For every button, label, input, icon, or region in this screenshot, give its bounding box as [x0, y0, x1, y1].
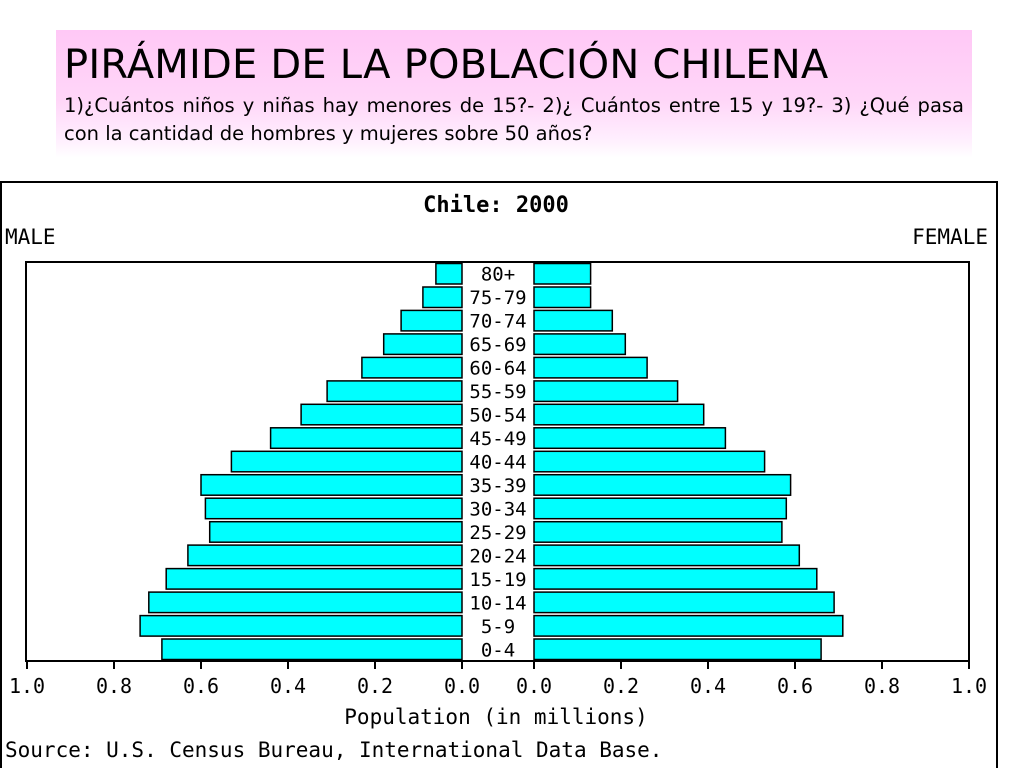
slide-title: PIRÁMIDE DE LA POBLACIÓN CHILENA [64, 42, 829, 88]
female-label: FEMALE [912, 225, 988, 249]
bar-male-10-14 [148, 591, 463, 614]
age-label-25-29: 25-29 [469, 522, 526, 544]
population-pyramid-chart: Chile: 2000 MALE FEMALE 80+75-7970-7465-… [5, 193, 988, 762]
bar-male-80+ [435, 262, 463, 285]
bar-male-5-9 [139, 614, 463, 637]
bar-female-40-44 [533, 450, 766, 473]
bar-female-10-14 [533, 591, 835, 614]
bar-female-15-19 [533, 567, 818, 590]
tick-label-right-0.0: 0.0 [516, 674, 552, 698]
age-label-70-74: 70-74 [469, 311, 526, 333]
tick-label-left-0.2: 0.2 [357, 674, 393, 698]
x-axis-label: Population (in millions) [344, 705, 647, 729]
bar-female-30-34 [533, 497, 788, 520]
bar-female-80+ [533, 262, 592, 285]
age-label-60-64: 60-64 [469, 358, 526, 380]
bar-female-50-54 [533, 403, 705, 426]
slide-questions: 1)¿Cuántos niños y niñas hay menores de … [64, 94, 964, 145]
bar-male-60-64 [361, 356, 463, 379]
age-label-30-34: 30-34 [469, 498, 526, 520]
bar-male-50-54 [300, 403, 463, 426]
title-box: PIRÁMIDE DE LA POBLACIÓN CHILENA 1)¿Cuán… [56, 30, 972, 158]
tick-label-right-0.6: 0.6 [777, 674, 813, 698]
bar-female-0-4 [533, 638, 822, 661]
bar-female-25-29 [533, 520, 783, 543]
bar-female-20-24 [533, 544, 801, 567]
bar-male-70-74 [400, 309, 463, 332]
bar-female-35-39 [533, 473, 792, 496]
bar-male-45-49 [269, 427, 463, 450]
bar-male-35-39 [200, 473, 463, 496]
bar-female-45-49 [533, 427, 727, 450]
age-label-40-44: 40-44 [469, 452, 526, 474]
tick-label-right-1.0: 1.0 [951, 674, 987, 698]
age-label-35-39: 35-39 [469, 475, 526, 497]
male-label: MALE [5, 225, 56, 249]
age-label-10-14: 10-14 [469, 592, 526, 614]
age-labels-layer: 80+75-7970-7465-6960-6455-5950-5445-4940… [469, 264, 526, 662]
tick-label-right-0.4: 0.4 [690, 674, 726, 698]
bar-male-55-59 [326, 380, 463, 403]
bar-female-75-79 [533, 286, 592, 309]
chart-title: Chile: 2000 [423, 193, 569, 218]
age-label-55-59: 55-59 [469, 381, 526, 403]
bar-male-40-44 [230, 450, 463, 473]
age-label-15-19: 15-19 [469, 569, 526, 591]
age-label-0-4: 0-4 [481, 639, 515, 661]
bar-male-0-4 [161, 638, 463, 661]
tick-label-left-0.0: 0.0 [444, 674, 480, 698]
tick-label-left-0.8: 0.8 [96, 674, 132, 698]
bar-female-70-74 [533, 309, 614, 332]
bar-male-30-34 [204, 497, 463, 520]
age-label-45-49: 45-49 [469, 428, 526, 450]
chart-frame [0, 181, 998, 768]
age-label-5-9: 5-9 [481, 616, 515, 638]
bar-female-5-9 [533, 614, 844, 637]
bar-male-15-19 [165, 567, 463, 590]
bar-male-65-69 [382, 333, 463, 356]
tick-label-left-1.0: 1.0 [9, 674, 45, 698]
age-label-75-79: 75-79 [469, 287, 526, 309]
tick-label-left-0.4: 0.4 [270, 674, 306, 698]
plot-area [25, 261, 970, 662]
age-label-20-24: 20-24 [469, 545, 526, 567]
tick-label-left-0.6: 0.6 [183, 674, 219, 698]
age-label-50-54: 50-54 [469, 405, 526, 427]
age-label-80+: 80+ [481, 264, 515, 286]
bar-female-60-64 [533, 356, 648, 379]
tick-label-right-0.8: 0.8 [864, 674, 900, 698]
bar-female-55-59 [533, 380, 679, 403]
bars-layer [139, 262, 844, 661]
bar-male-25-29 [208, 520, 463, 543]
bar-male-75-79 [422, 286, 463, 309]
bar-female-65-69 [533, 333, 627, 356]
bar-male-20-24 [187, 544, 463, 567]
tick-label-right-0.2: 0.2 [603, 674, 639, 698]
x-axis-ticks: 1.0 0.8 0.6 0.4 0.2 0.0 0.0 0.2 0.4 0.6 0.8 1.0 [9, 660, 987, 698]
age-label-65-69: 65-69 [469, 334, 526, 356]
source-note: Source: U.S. Census Bureau, Internationa… [5, 738, 662, 762]
